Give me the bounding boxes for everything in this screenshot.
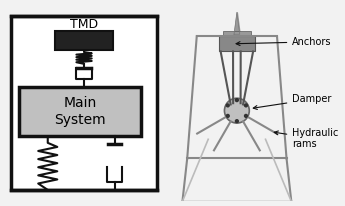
Bar <box>219 36 255 52</box>
Bar <box>11 16 157 190</box>
Bar <box>223 31 251 36</box>
Circle shape <box>245 104 247 107</box>
Circle shape <box>225 98 249 123</box>
Bar <box>19 87 141 136</box>
Circle shape <box>235 99 238 102</box>
Text: Damper: Damper <box>253 94 332 109</box>
Text: Main
System: Main System <box>55 96 106 127</box>
Bar <box>56 31 113 50</box>
Circle shape <box>235 120 238 123</box>
Text: TMD: TMD <box>70 18 98 31</box>
Circle shape <box>226 104 229 107</box>
Text: Hydraulic
rams: Hydraulic rams <box>274 128 339 149</box>
Circle shape <box>226 115 229 117</box>
Circle shape <box>245 115 247 117</box>
Text: Anchors: Anchors <box>236 37 332 47</box>
